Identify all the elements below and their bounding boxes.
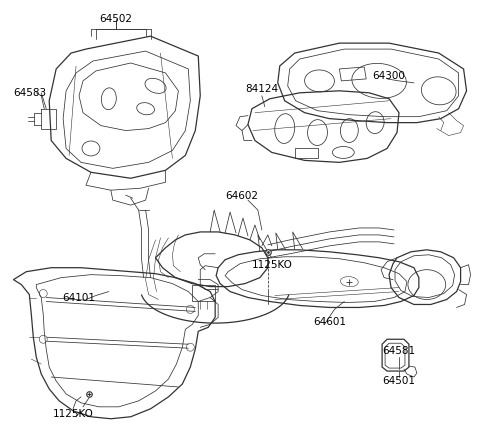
- Text: 64101: 64101: [62, 293, 96, 302]
- Text: 64581: 64581: [383, 346, 416, 356]
- Text: 64583: 64583: [13, 88, 46, 98]
- Text: 64601: 64601: [313, 317, 346, 328]
- Text: 1125KO: 1125KO: [252, 260, 292, 270]
- Text: 1125KO: 1125KO: [53, 409, 94, 419]
- Text: 64502: 64502: [99, 14, 132, 24]
- Text: 64300: 64300: [372, 71, 406, 81]
- Text: 64501: 64501: [383, 376, 416, 386]
- Text: 64602: 64602: [226, 191, 259, 201]
- Text: 84124: 84124: [245, 84, 278, 94]
